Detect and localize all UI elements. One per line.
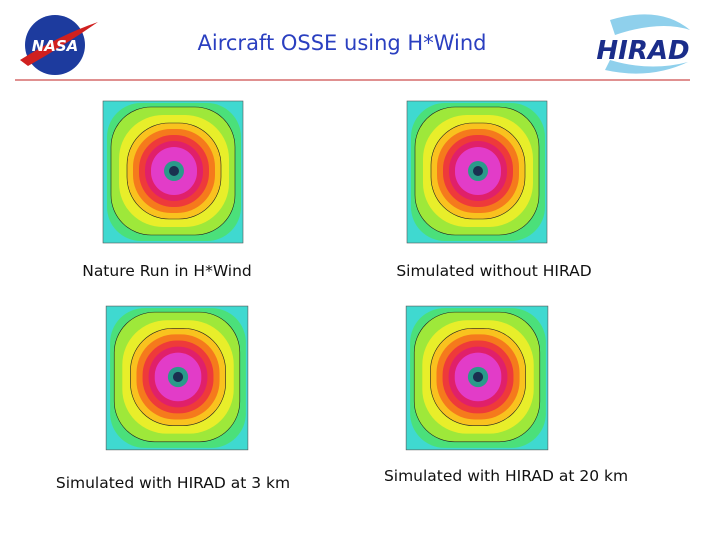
panel-caption: Nature Run in H*Wind	[82, 262, 252, 280]
wind-plot	[99, 302, 253, 459]
nasa-logo: NASA	[20, 15, 98, 75]
panel-caption: Simulated without HIRAD	[396, 262, 591, 280]
panel-caption: Simulated with HIRAD at 20 km	[384, 467, 628, 485]
logo-text: HIRAD	[596, 36, 689, 66]
wind-plot	[97, 97, 247, 252]
logo-text: NASA	[32, 37, 79, 55]
slide-title: Aircraft OSSE using H*Wind	[198, 31, 487, 55]
panel-caption: Simulated with HIRAD at 3 km	[56, 474, 290, 492]
wind-plot	[400, 302, 552, 459]
wind-plot	[400, 97, 552, 252]
hirad-logo: HIRAD	[596, 14, 690, 74]
